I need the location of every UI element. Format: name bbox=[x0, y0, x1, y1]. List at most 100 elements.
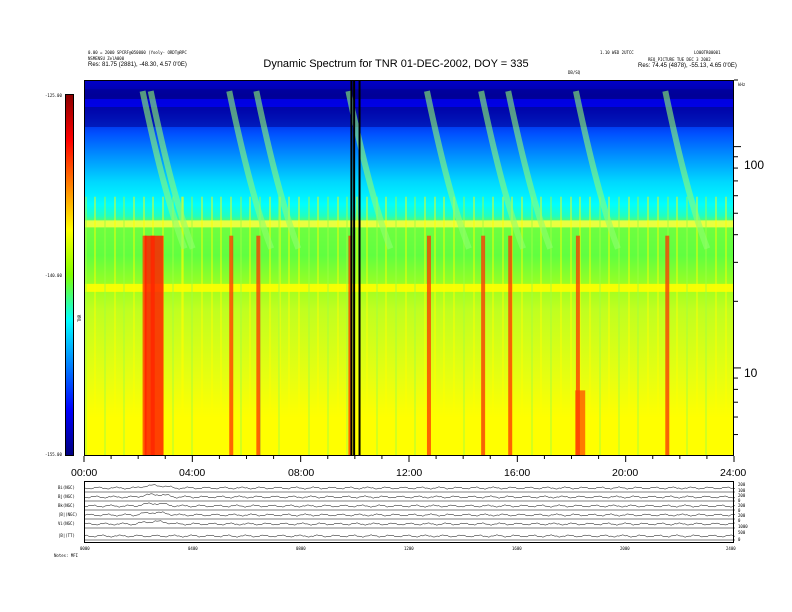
vertical-striation bbox=[288, 196, 290, 455]
burst-tail bbox=[226, 90, 275, 250]
vertical-striation bbox=[550, 196, 552, 455]
intense-burst bbox=[144, 235, 164, 455]
panel-row-label: |B|(NGC) bbox=[58, 512, 78, 517]
vertical-striation bbox=[560, 196, 562, 455]
panel-row-label: Bi(NGC) bbox=[58, 485, 75, 490]
time-tick-label: 24:00 bbox=[720, 467, 747, 479]
panel-time-label: 0400 bbox=[188, 546, 198, 551]
time-tick-label: 04:00 bbox=[179, 467, 206, 479]
hf-dark-band bbox=[85, 89, 733, 127]
freq-tick-label: 10 bbox=[744, 366, 758, 380]
panel-right-label: 500 bbox=[738, 530, 746, 535]
vertical-striation bbox=[279, 196, 281, 455]
burst-core bbox=[142, 235, 147, 455]
type-iii-burst bbox=[253, 90, 302, 455]
field-trace bbox=[84, 534, 736, 538]
panel-time-label: 2000 bbox=[620, 546, 630, 551]
type-iii-burst bbox=[572, 90, 621, 455]
vertical-striation bbox=[492, 196, 494, 455]
vertical-striation bbox=[463, 196, 465, 455]
panel-right-label: 200 bbox=[738, 503, 746, 508]
vertical-striation bbox=[85, 196, 87, 455]
data-gap-line bbox=[350, 81, 353, 455]
panel-row-label: Bk(NGC) bbox=[58, 503, 75, 508]
header-right-line1: 1.10 WED 2UTCC bbox=[600, 50, 634, 55]
colorbar-tick-label: -140.00 bbox=[45, 273, 62, 278]
vertical-striation bbox=[308, 196, 310, 455]
vertical-striation bbox=[715, 196, 717, 455]
panel-right-label: 200 bbox=[738, 493, 746, 498]
vertical-striation bbox=[618, 196, 620, 455]
type-iii-burst bbox=[478, 90, 526, 455]
vertical-striation bbox=[570, 196, 572, 455]
vertical-striation bbox=[123, 196, 125, 455]
burst-tail bbox=[505, 90, 554, 250]
vertical-striation bbox=[104, 196, 106, 455]
burst-core bbox=[481, 235, 486, 455]
vertical-striation bbox=[628, 196, 630, 455]
vertical-striation bbox=[453, 196, 455, 455]
header-left-line2: NSMENSU ZelA000 bbox=[88, 56, 125, 61]
vertical-striation bbox=[599, 196, 601, 455]
magnetic-field-panels bbox=[84, 481, 736, 543]
vertical-striation bbox=[473, 196, 475, 455]
vertical-striation bbox=[696, 196, 698, 455]
vertical-striation bbox=[278, 196, 280, 455]
panel-right-label: 1000 bbox=[738, 524, 748, 529]
vertical-striation bbox=[414, 196, 416, 455]
time-tick-label: 00:00 bbox=[71, 467, 98, 479]
vertical-striation bbox=[182, 196, 184, 455]
field-trace bbox=[84, 502, 736, 508]
panel-time-label: 1200 bbox=[404, 546, 414, 551]
vertical-striation bbox=[579, 196, 581, 455]
freq-tick-label: 100 bbox=[744, 158, 765, 172]
panel-right-label: 0 bbox=[738, 498, 741, 503]
vertical-striation bbox=[637, 196, 639, 455]
footer-notes: Notes: MFI bbox=[54, 553, 79, 558]
vertical-striation bbox=[337, 196, 339, 455]
vertical-striation bbox=[211, 196, 213, 455]
vertical-striation bbox=[356, 196, 358, 455]
panel-row-label: Vi(NGC) bbox=[58, 521, 75, 526]
time-tick-label: 08:00 bbox=[288, 467, 315, 479]
vertical-striation bbox=[657, 196, 659, 455]
burst-tail bbox=[572, 90, 621, 250]
vertical-striation bbox=[172, 196, 174, 455]
field-trace bbox=[84, 511, 736, 517]
burst-tail bbox=[253, 90, 302, 250]
data-gap-line bbox=[358, 81, 361, 455]
burst-1800 bbox=[575, 390, 586, 455]
vertical-striation bbox=[94, 196, 96, 455]
vertical-striation bbox=[181, 196, 183, 455]
colorbar-tick-label: -125.00 bbox=[45, 93, 62, 98]
colorbar bbox=[65, 94, 74, 456]
vertical-striation bbox=[133, 196, 135, 455]
vertical-striation bbox=[521, 196, 523, 455]
burst-core bbox=[665, 235, 670, 455]
burst-core bbox=[508, 235, 513, 455]
burst-tail bbox=[147, 90, 196, 250]
burst-tail bbox=[662, 90, 711, 250]
panel-right-label: 200 bbox=[738, 513, 746, 518]
vertical-striation bbox=[249, 196, 251, 455]
panel-time-label: 0800 bbox=[296, 546, 306, 551]
type-iii-burst bbox=[139, 90, 188, 455]
vertical-striation bbox=[443, 196, 445, 455]
panel-time-label: 2400 bbox=[726, 546, 736, 551]
vertical-striation bbox=[327, 196, 329, 455]
vertical-striation bbox=[686, 196, 688, 455]
vertical-striation bbox=[676, 196, 678, 455]
time-tick-label: 12:00 bbox=[396, 467, 423, 479]
panel-right-label: 0 bbox=[738, 518, 741, 523]
header-right-line3: REQ_PICTURE TUE DEC 3 2002 bbox=[648, 57, 711, 62]
spectrogram-plot bbox=[84, 80, 734, 456]
field-trace bbox=[84, 484, 736, 490]
burst-tail bbox=[424, 90, 472, 250]
magnetic-field-traces bbox=[84, 484, 736, 541]
vertical-striation bbox=[395, 196, 397, 455]
header-right-line4: Res: 74.45 (4878), -55.13, 4.65 0'0E) bbox=[638, 63, 737, 69]
vertical-striation bbox=[424, 196, 426, 455]
burst-core bbox=[256, 235, 261, 455]
field-trace bbox=[84, 493, 736, 499]
